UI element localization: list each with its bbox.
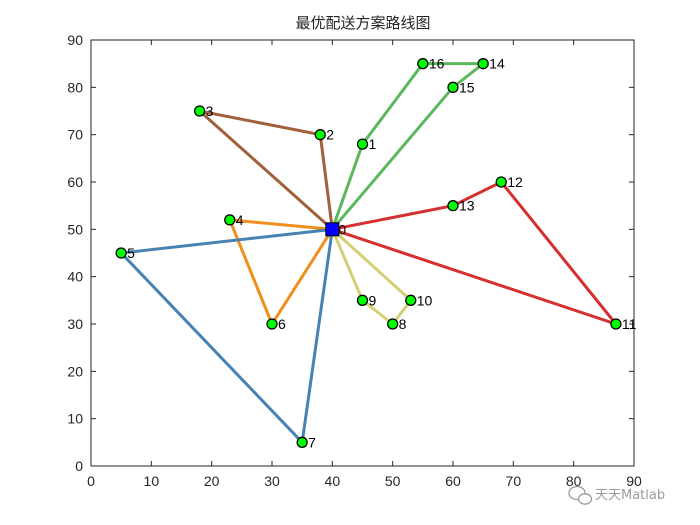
node-label-9: 9 (369, 292, 377, 308)
customer-point-14 (477, 58, 489, 70)
y-tick-label: 60 (67, 174, 83, 190)
route-lines (117, 62, 621, 446)
node-label-5: 5 (127, 245, 135, 261)
y-tick-label: 20 (67, 363, 83, 379)
plot-area-border (90, 39, 635, 467)
customer-point-12 (495, 176, 507, 188)
node-label-16: 16 (429, 56, 445, 72)
customer-point-13 (447, 200, 459, 212)
route-line-4 (227, 218, 334, 328)
x-tick-label: 80 (566, 473, 582, 489)
route-line-5 (117, 227, 334, 446)
customer-point-10 (405, 294, 417, 306)
y-tick-label: 30 (67, 316, 83, 332)
y-tick-label: 50 (67, 221, 83, 237)
customer-point-16 (417, 58, 429, 70)
node-label-10: 10 (417, 292, 433, 308)
node-label-3: 3 (206, 103, 214, 119)
x-tick-label: 40 (325, 473, 341, 489)
node-label-13: 13 (459, 198, 475, 214)
node-label-14: 14 (489, 56, 505, 72)
node-label-12: 12 (507, 174, 523, 190)
customer-point-7 (296, 436, 308, 448)
x-tick-label: 60 (445, 473, 461, 489)
node-label-1: 1 (369, 136, 377, 152)
watermark: 天天Matlab (568, 485, 665, 505)
depot-label: 0 (338, 221, 346, 237)
nodes (115, 58, 622, 448)
node-label-2: 2 (326, 127, 334, 143)
y-tick-label: 80 (67, 79, 83, 95)
x-tick-label: 50 (385, 473, 401, 489)
customer-point-8 (387, 318, 399, 330)
node-label-15: 15 (459, 79, 475, 95)
wechat-icon (568, 485, 593, 505)
y-tick-label: 0 (75, 458, 83, 474)
depot-point (325, 222, 340, 237)
route-line-2 (330, 62, 488, 231)
x-tick-label: 0 (87, 473, 95, 489)
y-tick-label: 70 (67, 127, 83, 143)
node-label-8: 8 (399, 316, 407, 332)
customer-point-15 (447, 81, 459, 93)
customer-point-3 (193, 105, 206, 117)
customer-point-1 (356, 138, 369, 150)
y-tick-label: 40 (67, 269, 83, 285)
x-tick-label: 10 (144, 473, 160, 489)
x-tick-label: 30 (264, 473, 280, 489)
x-tick-label: 70 (506, 473, 522, 489)
customer-point-11 (610, 318, 622, 330)
chart-title: 最优配送方案路线图 (295, 14, 430, 32)
route-line-3 (194, 108, 334, 231)
y-tick-label: 90 (67, 32, 83, 48)
customer-point-5 (115, 247, 127, 259)
node-label-11: 11 (622, 316, 637, 332)
axes-frame (90, 39, 635, 467)
node-label-7: 7 (308, 434, 316, 450)
y-tick-label: 10 (67, 411, 83, 427)
customer-point-2 (314, 129, 326, 141)
node-label-4: 4 (236, 212, 244, 228)
node-label-6: 6 (278, 316, 286, 332)
watermark-text: 天天Matlab (595, 488, 665, 503)
customer-point-4 (224, 214, 236, 226)
x-tick-label: 90 (626, 473, 642, 489)
customer-point-6 (266, 318, 278, 330)
customer-point-9 (356, 294, 369, 306)
x-tick-label: 20 (204, 473, 220, 489)
